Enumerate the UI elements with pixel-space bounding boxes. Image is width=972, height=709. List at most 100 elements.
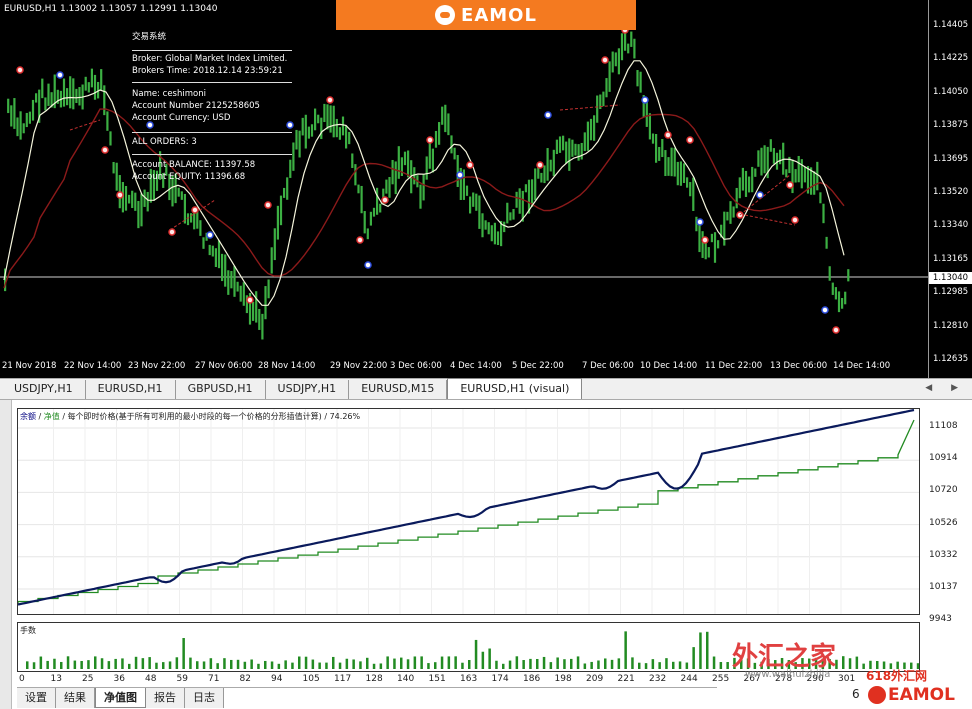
chart-tab[interactable]: EURUSD,H1 (visual) (447, 378, 583, 399)
price-tick-label: 1.14405 (933, 20, 969, 30)
candle (599, 94, 602, 110)
tester-tab[interactable]: 设置 (17, 688, 56, 708)
lot-bar (712, 656, 716, 669)
trade-x-tick-label: 25 (82, 674, 94, 684)
candle (772, 148, 775, 164)
candle (140, 193, 143, 227)
lot-bar (60, 661, 63, 669)
trade-x-tick-label: 151 (428, 674, 446, 684)
tab-scroll-arrows-icon[interactable]: ◀ ▶ (925, 383, 966, 393)
candle (400, 157, 403, 177)
trade-x-tick-label: 128 (365, 674, 383, 684)
lot-bar (379, 663, 383, 669)
lot-bar (774, 660, 777, 669)
candle (289, 159, 292, 178)
candle (403, 151, 407, 166)
candle (565, 141, 568, 164)
chart-tab[interactable]: EURUSD,M15 (349, 380, 448, 399)
candle (546, 148, 549, 181)
trade-x-tick-label: 186 (523, 674, 541, 684)
candle (252, 301, 255, 321)
candle (837, 291, 841, 313)
candle (214, 248, 217, 267)
price-chart[interactable]: EURUSD,H1 1.13002 1.13057 1.12991 1.1304… (0, 0, 972, 378)
lot-bar (617, 658, 621, 669)
lot-bar (298, 656, 301, 669)
candle (549, 159, 552, 172)
candle (627, 43, 630, 54)
candle (664, 150, 667, 177)
lot-bar (345, 658, 349, 669)
price-chart-canvas (0, 26, 928, 340)
tester-tab[interactable]: 日志 (185, 688, 224, 708)
tester-tab[interactable]: 报告 (146, 688, 185, 708)
trade-x-axis: 0 13 25 36 48 59 71 82 94 105 117 128 140 151 163 174 18… (17, 672, 920, 686)
sell-marker-icon (356, 236, 364, 244)
trade-x-tick-label: 48 (145, 674, 157, 684)
chart-tab[interactable]: EURUSD,H1 (86, 380, 176, 399)
chart-tab[interactable]: USDJPY,H1 (2, 380, 86, 399)
trade-x-tick-label: 232 (649, 674, 667, 684)
lot-bar (733, 657, 736, 669)
lot-bar (869, 660, 872, 669)
candle (186, 213, 190, 226)
candle (273, 228, 276, 261)
candle (726, 211, 729, 221)
lot-bar (209, 658, 213, 669)
trade-markers (16, 26, 840, 334)
candle (190, 213, 193, 223)
candle (521, 190, 524, 222)
candle (106, 111, 109, 131)
candle (487, 222, 490, 235)
chart-tab[interactable]: GBPUSD,H1 (176, 380, 266, 399)
candle (754, 168, 757, 177)
candle (537, 162, 540, 179)
tester-tab-bar: 设置 结果 净值图 报告 日志 (17, 687, 717, 709)
candle (224, 254, 227, 287)
brand-logo-icon (435, 5, 456, 25)
lot-bar (590, 661, 593, 669)
price-tick-label: 1.13695 (933, 153, 969, 164)
tester-tab[interactable]: 净值图 (95, 688, 146, 708)
lot-bar (474, 639, 478, 669)
lot-bar (168, 661, 172, 669)
candle (633, 38, 636, 59)
candle (146, 191, 149, 212)
candle (534, 168, 537, 201)
candle (152, 170, 155, 201)
candle (717, 240, 720, 249)
lot-bar (876, 661, 879, 669)
candle (217, 240, 221, 269)
sell-marker-icon (664, 131, 672, 139)
time-axis[interactable]: 21 Nov 2018 22 Nov 14:00 23 Nov 22:00 27 No… (0, 358, 928, 378)
candle (372, 207, 376, 217)
candle (608, 61, 611, 92)
lot-bar (787, 660, 791, 669)
candle (562, 135, 565, 151)
candle (605, 78, 608, 98)
candle (205, 232, 208, 241)
lot-bar (454, 656, 457, 669)
tester-tab[interactable]: 结果 (56, 688, 95, 708)
candle (72, 78, 75, 110)
trade-x-tick-label: 117 (334, 674, 352, 684)
price-axis[interactable]: 1.14405 1.14225 1.14050 1.13875 1.13695 1.135… (928, 0, 972, 378)
candle (775, 152, 779, 170)
chart-tab[interactable]: USDJPY,H1 (266, 380, 350, 399)
candle (459, 167, 462, 200)
candle (131, 190, 134, 209)
lot-bar (753, 662, 757, 669)
trade-x-tick-label: 82 (239, 674, 251, 684)
candle (90, 68, 93, 88)
candle (769, 139, 772, 152)
candle (689, 182, 692, 197)
candle (239, 285, 242, 302)
candle (162, 173, 165, 188)
candle (831, 282, 834, 295)
lot-bar (332, 656, 335, 669)
candle (543, 165, 546, 184)
lot-bar (903, 662, 906, 669)
lot-bar (107, 661, 111, 669)
candle (682, 163, 686, 183)
candle (757, 150, 760, 167)
